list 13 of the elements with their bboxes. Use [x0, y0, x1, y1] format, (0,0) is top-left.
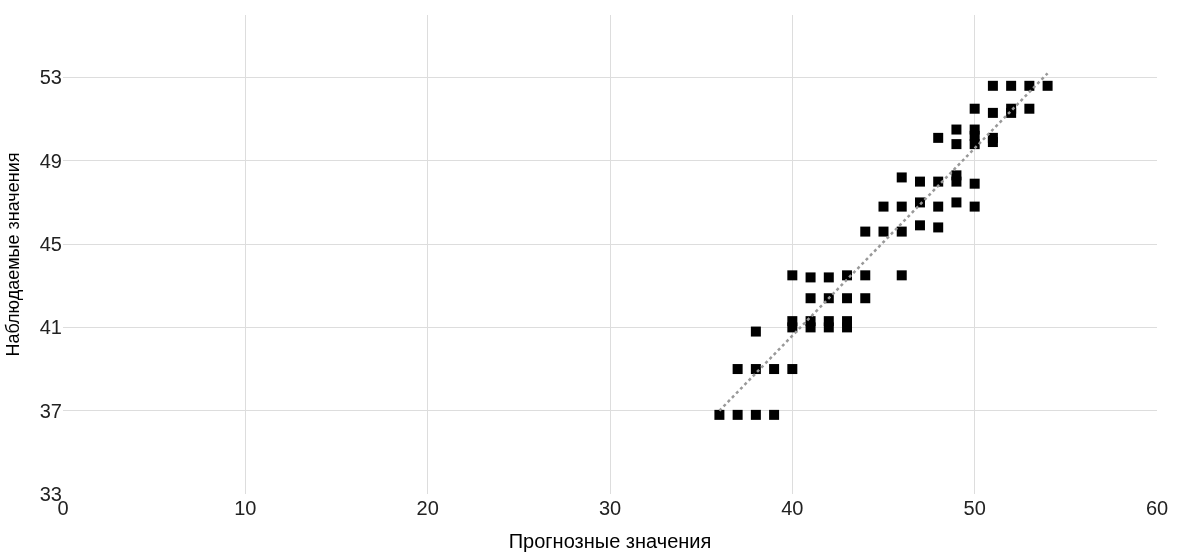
- y-tick-label: 45: [39, 233, 62, 256]
- x-tick-label: 30: [598, 497, 622, 519]
- x-tick-label: 40: [781, 497, 804, 519]
- x-tick-label: 60: [1145, 497, 1169, 519]
- x-tick-label: 50: [963, 497, 986, 519]
- x-axis-title: Прогнозные значения: [508, 529, 712, 552]
- y-tick-label: 41: [39, 316, 62, 339]
- y-tick-label: 37: [39, 399, 62, 422]
- x-tick-label: 20: [416, 497, 439, 519]
- y-axis-title: Наблюдаемые значения: [2, 152, 23, 357]
- y-tick-label: 53: [39, 66, 62, 89]
- y-tick-label: 49: [39, 149, 62, 172]
- x-tick-label: 10: [234, 497, 257, 519]
